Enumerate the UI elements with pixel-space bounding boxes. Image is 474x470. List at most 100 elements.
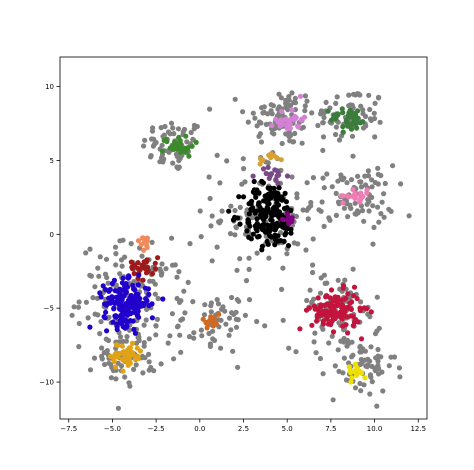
cluster-20-point	[109, 280, 115, 287]
noise-point	[226, 315, 233, 321]
cluster-11-point	[297, 93, 304, 99]
cluster-23-point	[361, 305, 367, 311]
cluster-20-point	[101, 314, 107, 320]
noise-point	[368, 344, 374, 350]
cluster-23-point	[351, 319, 358, 325]
noise-point	[349, 133, 356, 139]
cluster-15-point	[255, 234, 261, 240]
cluster-23-point	[323, 294, 329, 300]
noise-point	[342, 277, 348, 283]
noise-point	[146, 351, 152, 357]
noise-point	[386, 363, 392, 369]
noise-point	[174, 295, 180, 302]
noise-point	[262, 323, 268, 329]
noise-point	[133, 362, 139, 368]
noise-point	[341, 205, 347, 211]
noise-point	[315, 122, 321, 129]
noise-point	[336, 137, 343, 143]
noise-point	[95, 312, 101, 318]
noise-point	[294, 195, 300, 201]
cluster-11-point	[285, 121, 291, 127]
noise-point	[131, 366, 137, 372]
cluster-15-point	[283, 199, 289, 205]
noise-point	[256, 119, 263, 125]
noise-point	[185, 279, 191, 285]
noise-point	[117, 334, 124, 340]
cluster-19-point	[135, 260, 141, 266]
cluster-21-point	[127, 345, 133, 351]
noise-point	[292, 95, 298, 101]
noise-point	[376, 219, 382, 225]
noise-point	[168, 120, 175, 126]
noise-point	[158, 125, 164, 131]
noise-point	[363, 363, 369, 369]
noise-point	[182, 310, 188, 316]
cluster-12-point	[354, 125, 360, 131]
cluster-11-point	[299, 116, 305, 122]
noise-point	[148, 153, 154, 159]
noise-point	[334, 94, 340, 100]
y-tick-label: −10	[39, 379, 54, 387]
noise-point	[378, 354, 384, 360]
cluster-20-point	[125, 297, 132, 304]
noise-point	[144, 306, 150, 312]
cluster-15-point	[272, 237, 279, 243]
noise-point	[304, 297, 310, 304]
noise-point	[123, 338, 129, 344]
noise-point	[321, 114, 327, 121]
noise-point	[258, 139, 265, 145]
noise-point	[300, 207, 306, 213]
noise-point	[214, 152, 220, 158]
noise-point	[246, 255, 252, 261]
cluster-10-point	[193, 139, 199, 145]
cluster-10-point	[177, 138, 183, 144]
noise-point	[97, 254, 103, 260]
noise-point	[159, 155, 165, 161]
cluster-20-point	[142, 285, 148, 291]
cluster-20-point	[146, 303, 152, 309]
cluster-10-point	[164, 138, 170, 145]
noise-point	[349, 354, 355, 360]
cluster-23-point	[312, 306, 318, 312]
cluster-15-point	[248, 206, 254, 212]
noise-point	[354, 208, 361, 214]
cluster-23-point	[327, 295, 333, 301]
cluster-21-point	[107, 353, 114, 359]
cluster-15-point	[252, 223, 258, 229]
cluster-15-point	[240, 194, 247, 200]
noise-point	[350, 266, 356, 272]
x-tick-label: −2.5	[148, 425, 165, 433]
x-tick-label: 7.5	[325, 425, 336, 433]
cluster-17-point	[340, 193, 346, 199]
cluster-23-point	[357, 307, 363, 314]
noise-point	[310, 236, 316, 242]
noise-point	[326, 340, 332, 346]
cluster-15-point	[245, 217, 251, 223]
noise-point	[374, 403, 380, 409]
noise-point	[350, 153, 356, 159]
noise-point	[219, 208, 225, 214]
cluster-21-point	[128, 350, 135, 356]
cluster-15-point	[252, 191, 258, 197]
cluster-20-point	[121, 293, 127, 299]
noise-point	[365, 173, 372, 179]
cluster-23-point	[297, 326, 303, 332]
cluster-15-point	[248, 201, 254, 207]
noise-point	[202, 302, 208, 308]
noise-point	[310, 175, 316, 181]
cluster-23-point	[343, 322, 349, 328]
noise-point	[154, 316, 160, 322]
cluster-23-point	[318, 302, 324, 308]
noise-point	[191, 330, 197, 336]
noise-point	[187, 241, 193, 247]
noise-point	[375, 95, 382, 101]
cluster-24-point	[349, 375, 355, 381]
noise-point	[105, 280, 111, 286]
cluster-18-point	[141, 247, 147, 253]
cluster-15-point	[280, 196, 286, 202]
cluster-23-point	[322, 302, 328, 308]
noise-point	[358, 184, 365, 190]
noise-point	[304, 180, 310, 186]
cluster-23-point	[351, 293, 357, 299]
